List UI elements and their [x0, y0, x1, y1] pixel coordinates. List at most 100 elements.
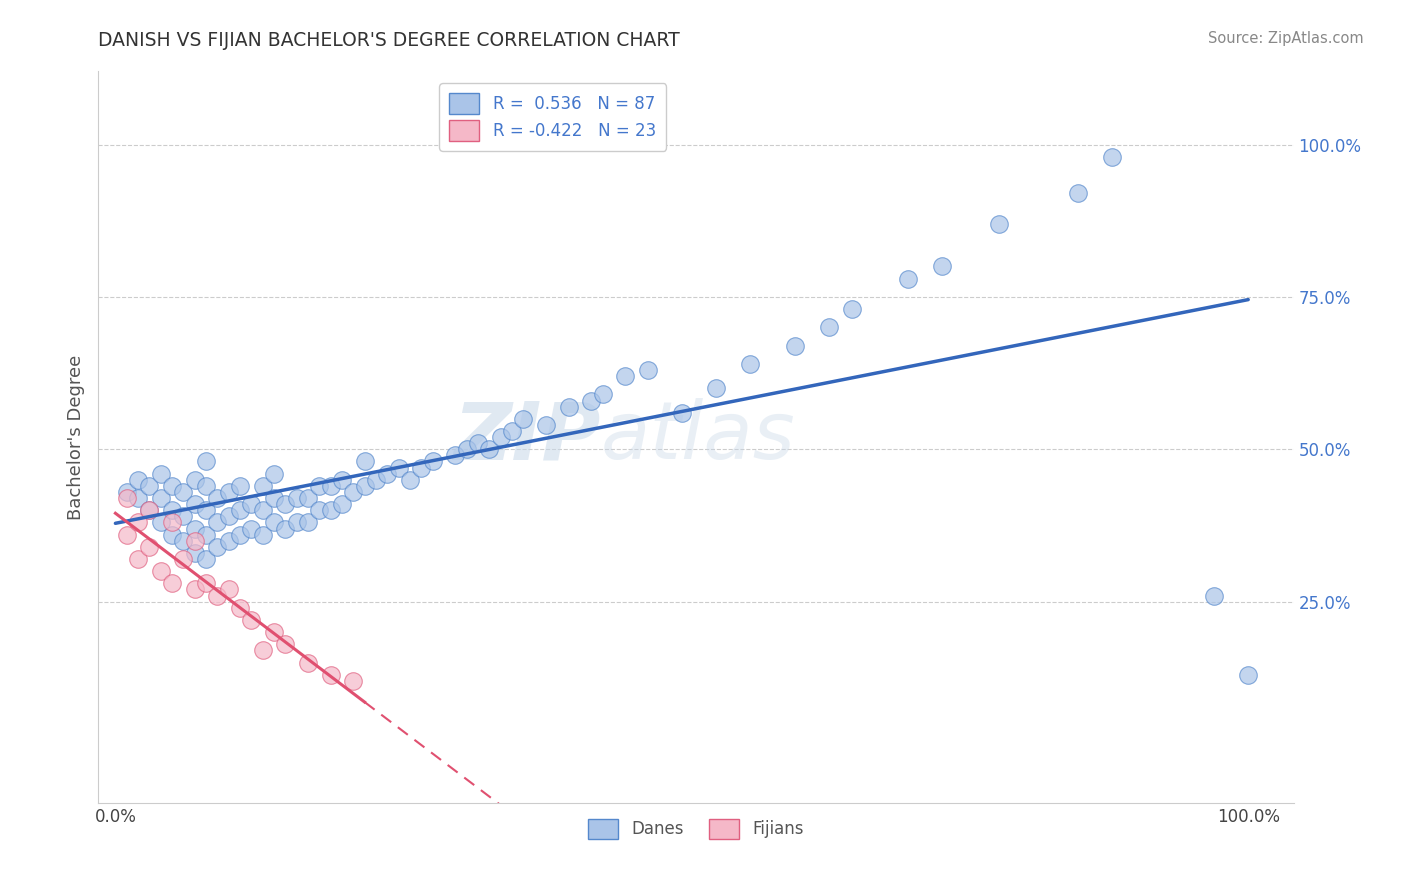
Point	[160, 503, 183, 517]
Point	[308, 479, 330, 493]
Point	[218, 582, 240, 597]
Point	[229, 479, 252, 493]
Point	[172, 485, 194, 500]
Point	[353, 479, 375, 493]
Point	[671, 406, 693, 420]
Point	[478, 442, 501, 457]
Point	[172, 552, 194, 566]
Point	[229, 503, 252, 517]
Point	[399, 473, 422, 487]
Point	[183, 497, 205, 511]
Point	[138, 503, 160, 517]
Point	[614, 369, 637, 384]
Point	[319, 503, 342, 517]
Point	[183, 521, 205, 535]
Point	[489, 430, 512, 444]
Point	[444, 448, 467, 462]
Legend: Danes, Fijians: Danes, Fijians	[582, 812, 810, 846]
Point	[274, 497, 297, 511]
Point	[818, 320, 841, 334]
Point	[364, 473, 387, 487]
Point	[411, 460, 433, 475]
Point	[1067, 186, 1090, 201]
Point	[342, 485, 364, 500]
Point	[501, 424, 523, 438]
Point	[218, 509, 240, 524]
Point	[1101, 150, 1123, 164]
Point	[207, 491, 229, 505]
Point	[149, 467, 172, 481]
Text: Source: ZipAtlas.com: Source: ZipAtlas.com	[1208, 31, 1364, 46]
Point	[353, 454, 375, 468]
Point	[1237, 667, 1260, 681]
Point	[183, 473, 205, 487]
Point	[115, 527, 138, 541]
Point	[195, 552, 218, 566]
Point	[195, 576, 218, 591]
Point	[207, 540, 229, 554]
Point	[183, 582, 205, 597]
Point	[263, 516, 285, 530]
Point	[127, 473, 149, 487]
Point	[218, 533, 240, 548]
Point	[115, 485, 138, 500]
Point	[512, 412, 534, 426]
Point	[195, 527, 218, 541]
Point	[138, 479, 160, 493]
Point	[229, 600, 252, 615]
Point	[207, 516, 229, 530]
Point	[557, 400, 579, 414]
Point	[592, 387, 614, 401]
Point	[274, 637, 297, 651]
Point	[637, 363, 659, 377]
Point	[160, 527, 183, 541]
Point	[308, 503, 330, 517]
Text: DANISH VS FIJIAN BACHELOR'S DEGREE CORRELATION CHART: DANISH VS FIJIAN BACHELOR'S DEGREE CORRE…	[98, 31, 681, 50]
Point	[149, 564, 172, 578]
Point	[1204, 589, 1226, 603]
Point	[330, 473, 353, 487]
Point	[988, 217, 1011, 231]
Point	[183, 546, 205, 560]
Point	[160, 576, 183, 591]
Point	[297, 656, 319, 670]
Point	[160, 516, 183, 530]
Point	[330, 497, 353, 511]
Point	[207, 589, 229, 603]
Point	[240, 613, 263, 627]
Point	[252, 479, 274, 493]
Point	[252, 527, 274, 541]
Point	[160, 479, 183, 493]
Point	[456, 442, 478, 457]
Point	[375, 467, 398, 481]
Point	[127, 491, 149, 505]
Point	[138, 540, 160, 554]
Point	[285, 516, 308, 530]
Point	[285, 491, 308, 505]
Point	[218, 485, 240, 500]
Point	[115, 491, 138, 505]
Point	[931, 260, 953, 274]
Point	[342, 673, 364, 688]
Point	[240, 497, 263, 511]
Y-axis label: Bachelor's Degree: Bachelor's Degree	[66, 354, 84, 520]
Point	[195, 479, 218, 493]
Point	[172, 509, 194, 524]
Point	[263, 467, 285, 481]
Point	[274, 521, 297, 535]
Point	[579, 393, 602, 408]
Point	[534, 417, 557, 432]
Point	[841, 302, 863, 317]
Point	[467, 436, 489, 450]
Text: atlas: atlas	[600, 398, 796, 476]
Point	[263, 625, 285, 640]
Point	[319, 479, 342, 493]
Point	[127, 516, 149, 530]
Point	[897, 271, 920, 285]
Point	[263, 491, 285, 505]
Point	[783, 338, 806, 352]
Point	[319, 667, 342, 681]
Text: ZIP: ZIP	[453, 398, 600, 476]
Point	[138, 503, 160, 517]
Point	[388, 460, 411, 475]
